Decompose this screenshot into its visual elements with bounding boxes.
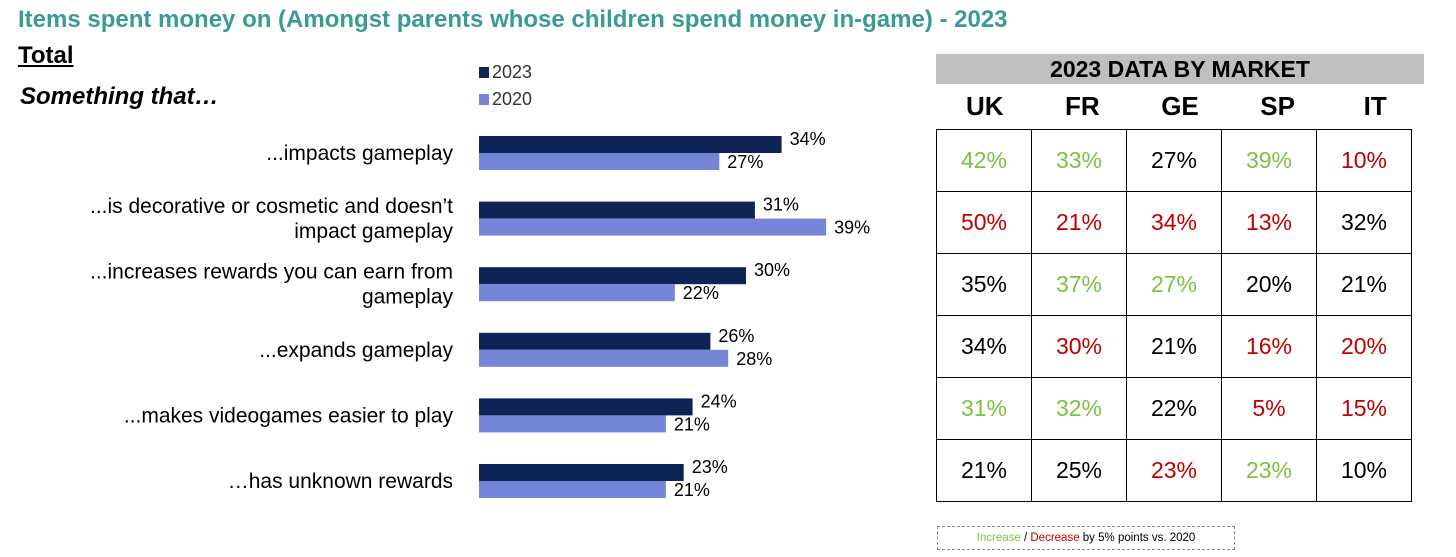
value-label-2023: 23% (692, 457, 728, 477)
category-label: ...is decorative or cosmetic and doesn’t… (90, 195, 454, 243)
legend: 2023 2020 (479, 62, 532, 109)
market-column-headers: UK FR GE SP IT (936, 84, 1424, 129)
market-cell: 37% (1031, 253, 1127, 316)
category-label: ...expands gameplay (259, 339, 453, 362)
market-cell: 23% (1221, 439, 1317, 502)
value-label-2023: 34% (790, 129, 826, 149)
market-cell: 39% (1221, 129, 1317, 192)
legend-swatch-2020 (479, 94, 489, 105)
note-separator: / (1020, 532, 1031, 544)
market-cell: 27% (1126, 253, 1222, 316)
bar-2023 (479, 398, 693, 416)
bars (479, 136, 827, 498)
market-table: 42% 33% 27% 39% 10% 50% 21% 34% 13% 32% 35% 37% 27% 2… (936, 129, 1412, 502)
market-cell: 20% (1316, 315, 1412, 378)
bar-2023 (479, 464, 684, 481)
table-row: 35% 37% 27% 20% 21% (936, 253, 1412, 316)
value-label-2020: 22% (683, 283, 719, 303)
market-cell: 5% (1221, 377, 1317, 440)
bar-2023 (479, 332, 711, 350)
table-row: 50% 21% 34% 13% 32% (936, 191, 1412, 254)
market-cell: 21% (1126, 315, 1222, 378)
market-cell: 32% (1031, 377, 1127, 440)
bar-2020 (479, 284, 675, 302)
market-cell: 13% (1221, 191, 1317, 254)
market-cell: 31% (936, 377, 1032, 440)
bar-2023 (479, 267, 746, 285)
category-label: ...makes videogames easier to play (124, 404, 454, 427)
bar-2020 (479, 349, 729, 367)
category-label: …has unknown rewards (228, 470, 453, 493)
market-cell: 27% (1126, 129, 1222, 192)
market-cell: 25% (1031, 439, 1127, 502)
note-increase: Increase (976, 532, 1021, 544)
market-cell: 23% (1126, 439, 1222, 502)
value-labels: 34% 27% 31% 39% 30% 22% 26% 28% 24% 21% 23% 21% (674, 129, 870, 500)
market-cell: 21% (936, 439, 1032, 502)
market-cell: 35% (936, 253, 1032, 316)
market-cell: 50% (936, 191, 1032, 254)
question-prompt: Something that… (20, 83, 219, 110)
market-cell: 21% (1031, 191, 1127, 254)
legend-swatch-2023 (479, 67, 489, 78)
value-label-2020: 27% (727, 152, 763, 172)
table-row: 34% 30% 21% 16% 20% (936, 315, 1412, 378)
value-label-2020: 21% (674, 414, 710, 434)
market-cell: 32% (1316, 191, 1412, 254)
legend-label-2023: 2023 (492, 62, 532, 82)
legend-note: Increase / Decrease by 5% points vs. 202… (937, 526, 1235, 550)
category-label: ...increases rewards you can earn from ga… (90, 261, 453, 309)
market-col-ge: GE (1161, 91, 1199, 121)
value-label-2020: 28% (736, 349, 772, 369)
bar-2020 (479, 218, 827, 236)
market-cell: 10% (1316, 439, 1412, 502)
category-labels: ...impacts gameplay ...is decorative or c… (90, 142, 454, 493)
market-col-uk: UK (966, 91, 1004, 121)
market-col-sp: SP (1260, 91, 1295, 121)
bar-2020 (479, 481, 666, 498)
market-cell: 30% (1031, 315, 1127, 378)
market-cell: 16% (1221, 315, 1317, 378)
bar-2023 (479, 136, 782, 153)
market-cell: 21% (1316, 253, 1412, 316)
subtitle: Total (18, 42, 74, 69)
value-label-2023: 26% (718, 326, 754, 346)
market-cell: 10% (1316, 129, 1412, 192)
table-row: 21% 25% 23% 23% 10% (936, 439, 1412, 502)
market-cell: 42% (936, 129, 1032, 192)
category-label: ...impacts gameplay (266, 142, 453, 165)
market-panel: 2023 DATA BY MARKET UK FR GE SP IT 42% 33% 27%… (936, 54, 1424, 502)
market-cell: 20% (1221, 253, 1317, 316)
chart-title: Items spent money on (Amongst parents wh… (18, 6, 1008, 33)
note-rest: by 5% points vs. 2020 (1079, 532, 1196, 544)
table-row: 31% 32% 22% 5% 15% (936, 377, 1412, 440)
value-label-2023: 31% (763, 195, 799, 215)
bar-chart: 2023 2020 ...impacts gameplay ...is decora… (90, 62, 870, 500)
note-decrease: Decrease (1030, 532, 1080, 544)
market-header: 2023 DATA BY MARKET (936, 54, 1424, 84)
market-cell: 22% (1126, 377, 1222, 440)
market-cell: 15% (1316, 377, 1412, 440)
value-label-2023: 30% (754, 260, 790, 280)
value-label-2020: 39% (834, 218, 870, 238)
value-label-2023: 24% (701, 391, 737, 411)
bar-2023 (479, 201, 755, 219)
market-col-it: IT (1363, 91, 1387, 121)
market-col-fr: FR (1065, 91, 1100, 121)
market-cell: 34% (1126, 191, 1222, 254)
value-label-2020: 21% (674, 480, 710, 500)
market-cell: 33% (1031, 129, 1127, 192)
table-row: 42% 33% 27% 39% 10% (936, 129, 1412, 192)
market-cell: 34% (936, 315, 1032, 378)
legend-label-2020: 2020 (492, 89, 532, 109)
bar-2020 (479, 415, 666, 433)
bar-2020 (479, 153, 720, 170)
